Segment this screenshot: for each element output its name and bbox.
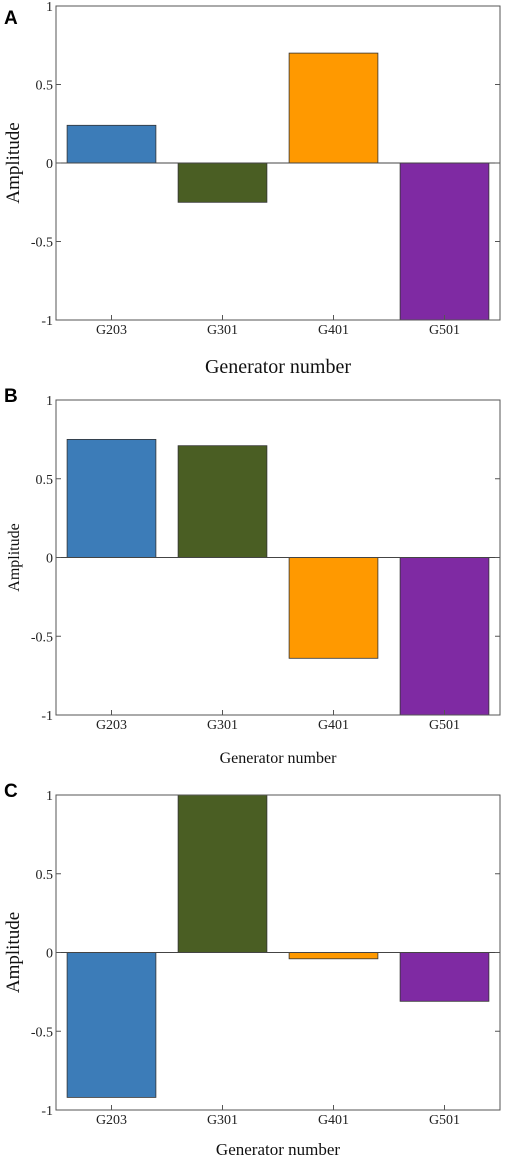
panel-letter: B — [4, 386, 18, 407]
x-tick-label: G203 — [96, 1113, 127, 1128]
panel-letter: C — [4, 781, 18, 802]
y-tick-label: 0.5 — [36, 79, 54, 94]
x-tick-label: G301 — [207, 718, 238, 733]
y-axis-title: Amplitude — [3, 122, 24, 203]
bar-g301 — [177, 162, 268, 203]
chart-panel-c: C -1 -0.5 0 0.5 1 G203 G301 G401 G501 Generator nu… — [3, 781, 501, 1159]
bar-g501 — [399, 952, 490, 1002]
x-tick-label: G203 — [96, 718, 127, 733]
x-tick-label: G203 — [96, 323, 127, 338]
y-axis-title: Amplitude — [6, 523, 23, 591]
x-tick-label: G501 — [429, 718, 460, 733]
y-tick-label: -0.5 — [31, 236, 53, 251]
x-tick-label: G501 — [429, 1113, 460, 1128]
y-tick-label: 0 — [46, 552, 53, 567]
bar-g401 — [288, 52, 379, 164]
x-tick-label: G401 — [318, 323, 349, 338]
bar-g203 — [66, 124, 157, 164]
chart-panel-b: B -1 -0.5 0 0.5 1 G203 G301 G401 G501 Generator nu… — [4, 386, 501, 767]
x-tick-label: G301 — [207, 323, 238, 338]
bar-g203 — [66, 952, 157, 1098]
bar-g301 — [177, 445, 268, 558]
y-tick-label: 0 — [46, 947, 53, 962]
y-tick-label: 1 — [46, 394, 53, 409]
bar-g203 — [66, 438, 157, 558]
chart-panel-a: A -1 -0.5 0 0.5 1 G203 G301 G401 G501 Generator nu… — [3, 0, 501, 378]
y-tick-label: 1 — [46, 0, 53, 15]
y-tick-label: -0.5 — [31, 630, 53, 645]
bar-g401 — [288, 557, 379, 659]
y-tick-label: 1 — [46, 789, 53, 804]
y-axis-title: Amplitude — [3, 912, 24, 993]
y-tick-label: -1 — [41, 314, 53, 329]
x-axis-title: Generator number — [220, 750, 338, 767]
y-tick-label: 0 — [46, 157, 53, 172]
x-tick-label: G501 — [429, 323, 460, 338]
x-tick-label: G401 — [318, 1113, 349, 1128]
bar-g401 — [288, 952, 379, 960]
y-tick-label: -0.5 — [31, 1025, 53, 1040]
x-axis-title: Generator number — [205, 356, 351, 378]
y-tick-label: 0.5 — [36, 473, 54, 488]
x-tick-label: G301 — [207, 1113, 238, 1128]
y-tick-label: 0.5 — [36, 868, 54, 883]
bar-g501 — [399, 162, 490, 321]
y-tick-label: -1 — [41, 709, 53, 724]
x-tick-label: G401 — [318, 718, 349, 733]
bar-g501 — [399, 557, 490, 716]
bar-g301 — [177, 794, 268, 953]
x-axis-title: Generator number — [216, 1140, 340, 1159]
y-tick-label: -1 — [41, 1104, 53, 1119]
panel-letter: A — [4, 8, 18, 29]
